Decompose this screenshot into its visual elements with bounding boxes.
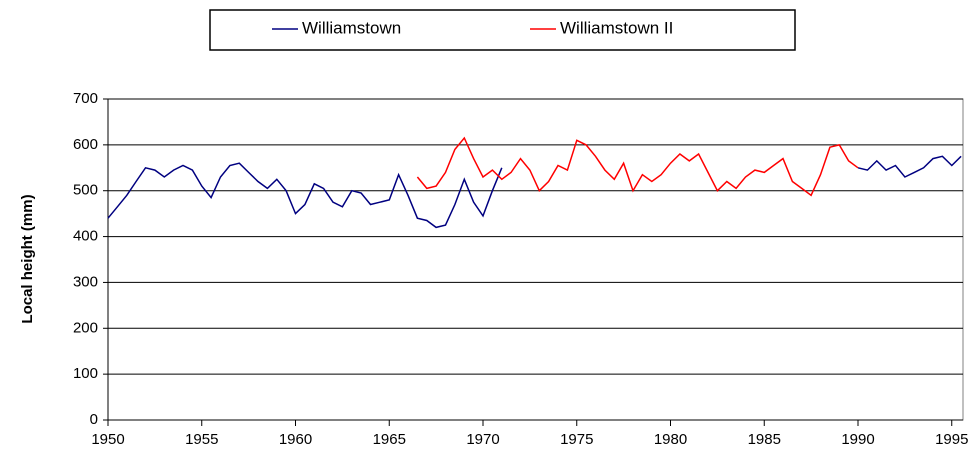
y-tick-label: 700 [73,90,98,107]
x-tick-label: 1965 [373,431,406,448]
x-tick-label: 1990 [841,431,874,448]
x-tick-label: 1950 [91,431,124,448]
x-tick-label: 1975 [560,431,593,448]
y-tick-label: 300 [73,273,98,290]
series-line [107,155,962,229]
x-tick-label: 1970 [466,431,499,448]
y-tick-label: 400 [73,228,98,245]
series-line [416,136,859,197]
x-tick-label: 1955 [185,431,218,448]
x-tick-label: 1980 [654,431,687,448]
y-tick-label: 500 [73,182,98,199]
y-tick-label: 100 [73,365,98,382]
y-tick-label: 200 [73,319,98,336]
x-tick-label: 1985 [748,431,781,448]
x-tick-label: 1995 [935,431,968,448]
y-axis-title: Local height (mm) [19,194,36,323]
plot-area [107,98,964,421]
legend-label: Williamstown II [560,18,673,37]
legend-box [209,9,796,51]
y-tick-label: 600 [73,136,98,153]
legend-label: Williamstown [302,18,401,37]
y-tick-label: 0 [90,411,98,428]
x-tick-label: 1960 [279,431,312,448]
